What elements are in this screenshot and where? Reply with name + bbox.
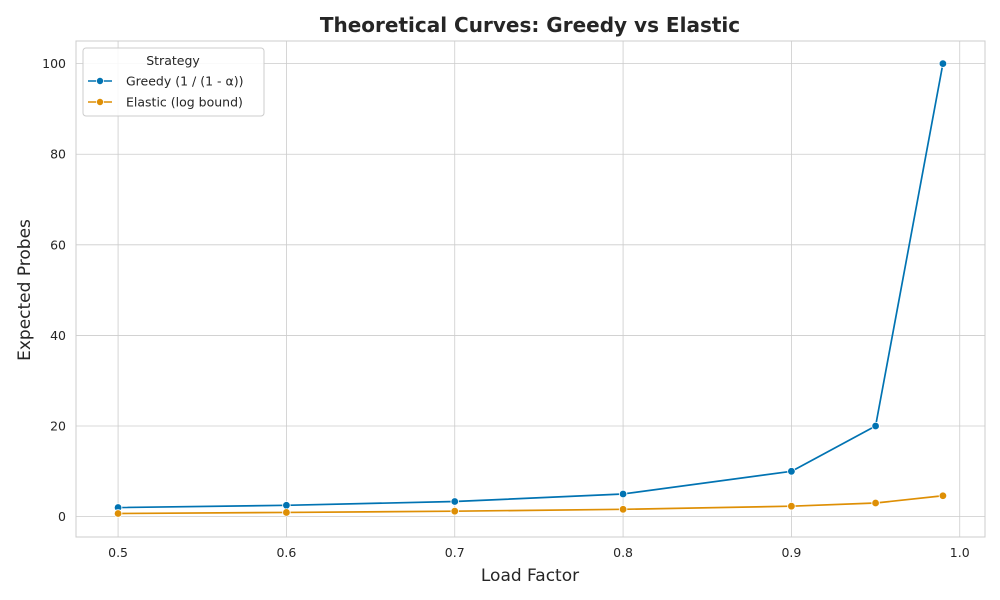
x-tick-label: 0.6	[276, 545, 296, 560]
data-point-greedy	[938, 59, 948, 68]
x-tick-label: 0.7	[445, 545, 465, 560]
x-tick-label: 0.9	[781, 545, 801, 560]
data-point-elastic	[871, 498, 880, 508]
legend-label-greedy: Greedy (1 / (1 - α))	[126, 74, 244, 89]
data-point-greedy	[282, 501, 291, 510]
series-layer	[113, 59, 948, 518]
data-point-greedy	[618, 489, 628, 499]
x-tick-label: 0.5	[108, 545, 128, 560]
legend-label-elastic: Elastic (log bound)	[126, 95, 243, 110]
legend: Strategy Greedy (1 / (1 - α)) Elastic (l…	[82, 47, 265, 117]
data-point-greedy	[450, 497, 459, 506]
data-point-elastic	[450, 506, 459, 516]
legend-entry-elastic: Elastic (log bound)	[88, 95, 243, 110]
legend-entry-greedy: Greedy (1 / (1 - α))	[88, 74, 244, 89]
data-point-elastic	[787, 501, 796, 511]
data-point-greedy	[871, 421, 880, 431]
y-tick-label: 40	[50, 328, 66, 343]
y-tick-label: 60	[50, 237, 66, 252]
legend-box	[82, 47, 265, 117]
x-tick-label: 0.8	[613, 545, 633, 560]
data-point-greedy	[787, 467, 796, 476]
y-tick-label: 20	[50, 419, 66, 434]
series-line-greedy	[117, 62, 944, 509]
chart-title: Theoretical Curves: Greedy vs Elastic	[320, 13, 740, 37]
data-point-elastic	[618, 505, 628, 514]
data-point-elastic	[113, 509, 123, 518]
plot-frame	[75, 40, 986, 538]
y-tick-label: 80	[50, 147, 66, 162]
y-tick-label: 0	[58, 509, 66, 524]
data-point-elastic	[938, 491, 948, 500]
legend-title: Strategy	[146, 53, 200, 68]
data-point-elastic	[282, 508, 291, 517]
y-axis-label: Expected Probes	[15, 219, 35, 361]
tick-labels: 0.5 0.6 0.7 0.8 0.9 1.0 0 20 40 60 80 100	[42, 56, 970, 560]
x-tick-label: 1.0	[950, 545, 970, 560]
y-tick-label: 100	[42, 56, 66, 71]
legend-marker-elastic	[96, 98, 105, 107]
legend-marker-greedy	[96, 77, 105, 86]
x-axis-label: Load Factor	[481, 566, 579, 586]
